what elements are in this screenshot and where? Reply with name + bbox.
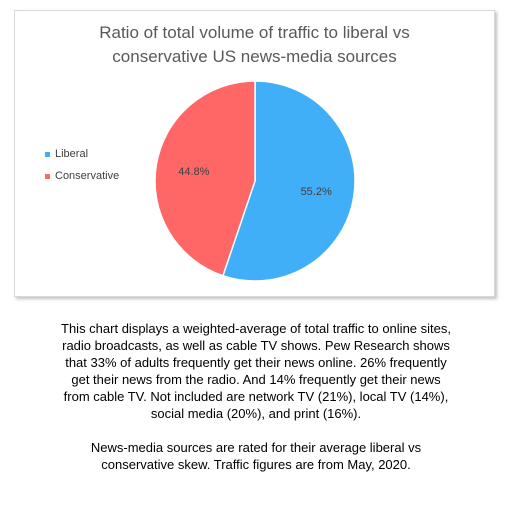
pie-chart: 55.2% 44.8%	[154, 80, 356, 282]
caption-line: conservative skew. Traffic figures are f…	[101, 457, 411, 472]
legend-label-liberal: Liberal	[55, 148, 89, 160]
data-label-conservative: 44.8%	[178, 166, 209, 178]
caption-paragraph-2: News-media sources are rated for their a…	[20, 439, 492, 473]
chart-caption: This chart displays a weighted-average o…	[20, 320, 492, 490]
legend-item-liberal: Liberal	[45, 143, 119, 165]
caption-line: from cable TV. Not included are network …	[63, 389, 449, 404]
chart-title-line-2: conservative US news-media sources	[112, 47, 397, 66]
caption-paragraph-1: This chart displays a weighted-average o…	[20, 320, 492, 422]
legend-swatch-liberal	[45, 151, 50, 157]
caption-line: This chart displays a weighted-average o…	[61, 321, 451, 336]
chart-title-line-1: Ratio of total volume of traffic to libe…	[99, 23, 410, 42]
caption-line: get their news from the radio. And 14% f…	[71, 372, 441, 387]
legend-swatch-conservative	[45, 173, 50, 179]
data-label-liberal: 55.2%	[301, 186, 332, 198]
chart-title: Ratio of total volume of traffic to libe…	[15, 21, 494, 69]
pie-data-labels: 55.2% 44.8%	[178, 166, 332, 198]
chart-frame: Ratio of total volume of traffic to libe…	[14, 10, 495, 297]
legend-item-conservative: Conservative	[45, 165, 119, 187]
caption-line: that 33% of adults frequently get their …	[65, 355, 447, 370]
legend-label-conservative: Conservative	[55, 170, 120, 182]
caption-line: News-media sources are rated for their a…	[90, 440, 422, 455]
pie-slice-conservative	[154, 80, 256, 277]
chart-legend: Liberal Conservative	[45, 143, 119, 187]
caption-line: social media (20%), and print (16%).	[150, 406, 362, 421]
caption-line: radio broadcasts, as well as cable TV sh…	[62, 338, 450, 353]
pie-slices	[154, 80, 356, 282]
pie-slice-liberal	[221, 80, 356, 282]
